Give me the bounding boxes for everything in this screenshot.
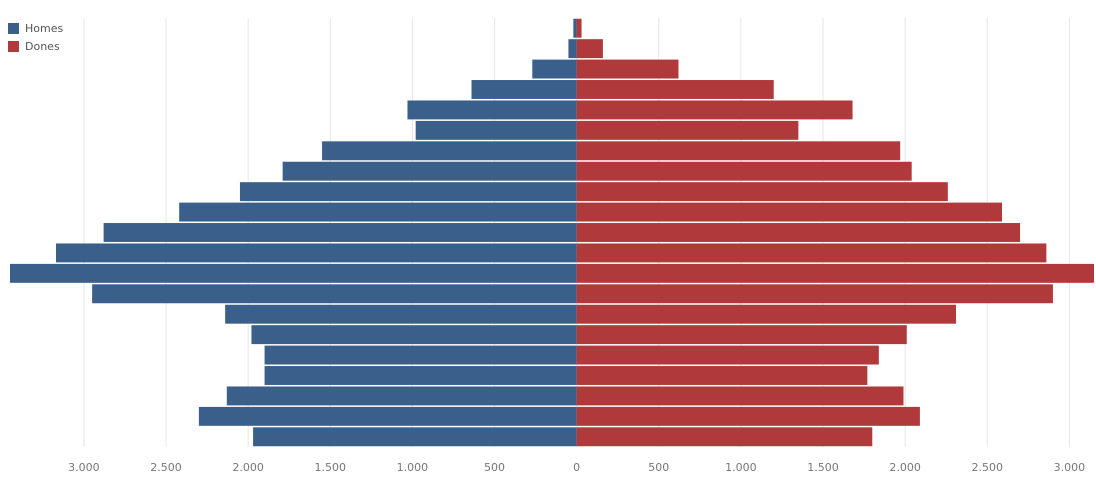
bar-dones-11[interactable] <box>576 243 1047 263</box>
bar-homes-16[interactable] <box>264 345 577 365</box>
bar-homes-17[interactable] <box>264 366 577 385</box>
bar-homes-20[interactable] <box>253 427 577 447</box>
x-tick-label-8: 1.000 <box>725 461 757 474</box>
bar-homes-9[interactable] <box>179 202 577 222</box>
bar-homes-2[interactable] <box>532 59 577 79</box>
legend-item-homes[interactable]: Homes <box>8 19 63 37</box>
bars <box>10 18 1094 447</box>
bar-dones-16[interactable] <box>576 345 879 365</box>
x-tick-label-5: 500 <box>484 461 505 474</box>
bar-dones-9[interactable] <box>576 202 1003 222</box>
x-tick-label-2: 2.000 <box>232 461 264 474</box>
x-tick-label-4: 1.000 <box>397 461 429 474</box>
bar-dones-15[interactable] <box>576 325 907 345</box>
bar-homes-3[interactable] <box>471 80 577 99</box>
bar-homes-7[interactable] <box>282 161 577 181</box>
bar-dones-10[interactable] <box>576 223 1021 242</box>
bar-homes-15[interactable] <box>251 325 577 345</box>
bar-dones-7[interactable] <box>576 161 912 181</box>
x-tick-label-11: 2.500 <box>971 461 1003 474</box>
bar-dones-17[interactable] <box>576 366 868 385</box>
legend-label-homes: Homes <box>25 21 64 35</box>
bar-dones-5[interactable] <box>576 120 799 140</box>
x-tick-label-3: 1.500 <box>315 461 347 474</box>
bar-homes-18[interactable] <box>226 386 577 406</box>
legend: Homes Dones <box>8 19 63 55</box>
bar-homes-10[interactable] <box>103 223 577 242</box>
bar-dones-12[interactable] <box>576 263 1094 283</box>
bar-homes-19[interactable] <box>198 406 577 426</box>
bar-dones-8[interactable] <box>576 182 948 202</box>
bar-homes-4[interactable] <box>407 100 577 120</box>
bar-homes-13[interactable] <box>92 284 577 304</box>
bar-dones-1[interactable] <box>576 39 603 59</box>
bar-homes-8[interactable] <box>239 182 577 202</box>
bar-homes-1[interactable] <box>568 39 577 59</box>
x-tick-label-7: 500 <box>648 461 669 474</box>
bar-dones-18[interactable] <box>576 386 904 406</box>
legend-swatch-homes <box>8 22 19 34</box>
x-tick-label-12: 3.000 <box>1054 461 1086 474</box>
bar-dones-2[interactable] <box>576 59 679 79</box>
bar-homes-6[interactable] <box>322 141 577 161</box>
x-axis-tick-labels: 3.000 2.500 2.000 1.500 1.000 500 0 500 1.000 1.5… <box>68 461 1085 474</box>
bar-dones-19[interactable] <box>576 406 920 426</box>
bar-homes-5[interactable] <box>415 120 577 140</box>
bar-dones-20[interactable] <box>576 427 873 447</box>
legend-item-dones[interactable]: Dones <box>8 37 63 55</box>
x-tick-label-10: 2.000 <box>889 461 921 474</box>
bar-dones-0[interactable] <box>576 18 582 38</box>
x-tick-label-1: 2.500 <box>150 461 182 474</box>
x-tick-label-9: 1.500 <box>807 461 839 474</box>
legend-label-dones: Dones <box>25 39 60 53</box>
bar-homes-14[interactable] <box>225 304 577 324</box>
bar-homes-0[interactable] <box>573 18 577 38</box>
x-tick-label-0: 3.000 <box>68 461 100 474</box>
bar-dones-3[interactable] <box>576 80 774 99</box>
bar-dones-13[interactable] <box>576 284 1053 304</box>
x-tick-label-6: 0 <box>573 461 580 474</box>
bar-homes-11[interactable] <box>55 243 577 263</box>
bar-homes-12[interactable] <box>10 263 577 283</box>
legend-swatch-dones <box>8 40 19 52</box>
bar-dones-4[interactable] <box>576 100 853 120</box>
bar-dones-6[interactable] <box>576 141 901 161</box>
bar-dones-14[interactable] <box>576 304 957 324</box>
